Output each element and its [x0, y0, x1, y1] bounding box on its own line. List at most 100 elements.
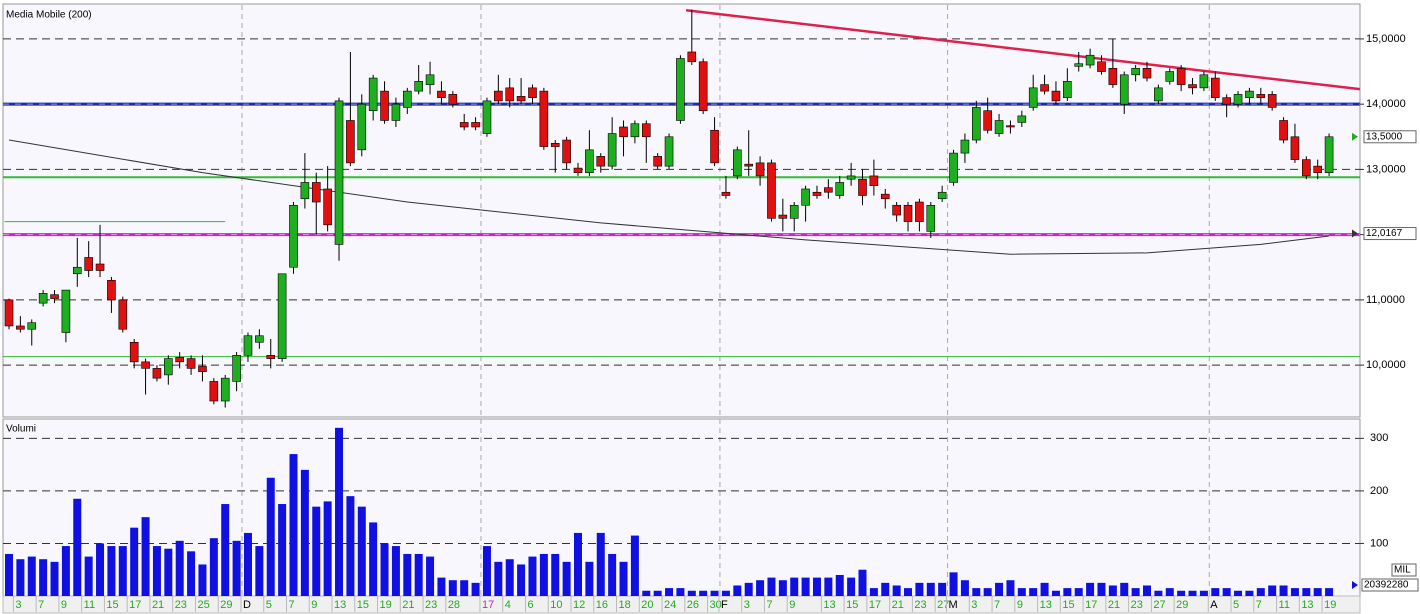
candle-body	[505, 87, 515, 102]
volume-bar	[960, 580, 969, 596]
volume-bar	[1256, 588, 1265, 596]
volume-bar	[892, 585, 901, 596]
candle-body	[1176, 67, 1186, 85]
candle-body	[1233, 94, 1243, 105]
candle-body	[209, 381, 219, 402]
candle-body	[289, 204, 298, 268]
volume-bar	[380, 543, 389, 596]
candle-body	[368, 77, 378, 111]
volume-bar	[562, 561, 571, 596]
volume-bar	[528, 556, 537, 596]
x-tick-label: 17	[869, 599, 881, 611]
candle-body	[994, 120, 1004, 134]
volume-bar	[1063, 588, 1072, 596]
x-tick-label: 23	[1131, 599, 1143, 611]
volume-bar	[39, 559, 48, 596]
candle-body	[175, 356, 184, 363]
candle-body	[676, 58, 685, 121]
candle-body	[710, 129, 719, 164]
candle-body	[1142, 67, 1152, 79]
volume-bar	[335, 427, 344, 596]
candle-body	[186, 358, 196, 369]
volume-bar	[243, 532, 252, 596]
volume-bar	[835, 574, 844, 596]
volume-bar	[1108, 585, 1117, 596]
volume-bar	[96, 543, 105, 596]
x-tick-label: 17	[129, 599, 141, 611]
last-volume-box	[1361, 578, 1419, 592]
volume-bar	[881, 582, 890, 596]
candle-body	[266, 355, 276, 359]
candle-body	[789, 204, 799, 219]
candle-body	[801, 188, 810, 206]
candle-body	[118, 299, 128, 330]
volume-bar	[1040, 582, 1049, 596]
candle-body	[243, 335, 253, 356]
x-tick-label: 18	[619, 599, 631, 611]
volume-bar	[630, 535, 639, 596]
candle-body	[733, 149, 742, 177]
x-tick-label: 9	[311, 599, 317, 611]
candle-body	[1210, 77, 1220, 98]
candle-body	[721, 191, 731, 196]
x-tick-label: A	[1210, 599, 1218, 611]
x-tick-label: 10	[550, 599, 562, 611]
volume-bar	[27, 556, 36, 596]
candle-body	[414, 81, 423, 92]
candle-body	[61, 289, 71, 333]
volume-bar	[642, 590, 651, 596]
volume-bar	[209, 538, 218, 596]
candle-body	[630, 123, 640, 138]
candle-body	[880, 193, 890, 200]
x-tick-label: 13	[334, 599, 346, 611]
volume-bar	[767, 577, 776, 596]
unit-label: MIL	[1394, 565, 1411, 576]
volume-bar	[187, 551, 196, 596]
candle-body	[1063, 81, 1072, 98]
x-tick-label: 9	[789, 599, 795, 611]
x-tick-label: 15	[106, 599, 118, 611]
candle-body	[698, 61, 708, 111]
volume-bar	[972, 588, 981, 596]
y-tick-label: 10,0000	[1366, 359, 1406, 371]
candle-body	[562, 139, 571, 164]
volume-bar	[1325, 588, 1334, 596]
x-tick-label: 7	[766, 599, 772, 611]
volume-bar	[391, 546, 400, 596]
candle-body	[425, 74, 435, 85]
x-tick-label: 5	[266, 599, 272, 611]
candle-body	[812, 191, 822, 196]
volume-bar	[1290, 588, 1299, 596]
candle-body	[334, 100, 344, 245]
volume-bar	[357, 506, 366, 596]
candle-body	[960, 139, 970, 154]
candle-body	[1256, 94, 1266, 98]
x-tick-label: 3	[971, 599, 977, 611]
volume-bar	[198, 564, 207, 596]
volume-bar	[266, 477, 275, 596]
volume-bar	[16, 559, 25, 596]
candle-body	[846, 175, 856, 180]
volume-bar	[471, 582, 480, 596]
volume-bar	[164, 548, 173, 596]
volume-bar	[414, 553, 423, 596]
candle-body	[152, 368, 162, 379]
volume-bar	[426, 556, 435, 596]
candle-body	[1188, 84, 1197, 89]
candle-body	[1028, 87, 1038, 108]
x-tick-label: 11	[1279, 599, 1290, 611]
candle-body	[653, 156, 662, 167]
x-tick-label: 5	[1233, 599, 1239, 611]
last-volume-label: 20392280	[1364, 580, 1409, 591]
volume-bar	[73, 498, 82, 596]
candle-body	[1324, 136, 1334, 173]
candle-body	[4, 299, 14, 327]
candle-body	[300, 182, 310, 200]
x-tick-label: 20	[641, 599, 653, 611]
candle-body	[869, 175, 879, 187]
volume-bar	[1029, 588, 1038, 596]
candle-body	[198, 366, 207, 372]
candle-body	[1074, 63, 1084, 67]
y-tick-label: 300	[1370, 432, 1388, 444]
candle-body	[983, 110, 992, 131]
